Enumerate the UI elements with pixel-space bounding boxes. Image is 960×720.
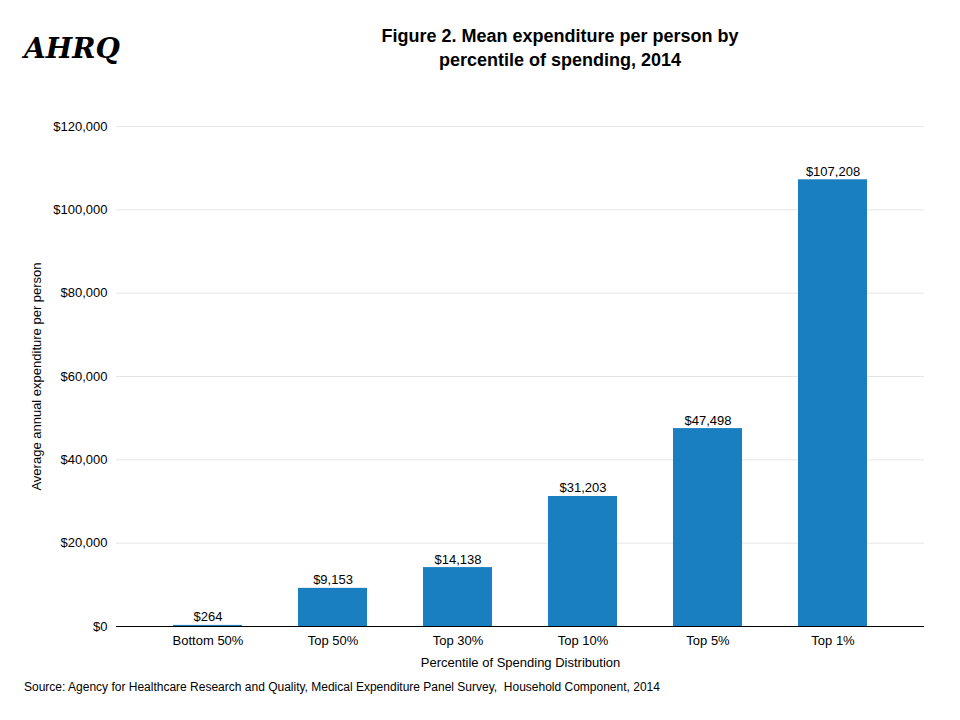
svg-text:$107,208: $107,208 bbox=[806, 164, 860, 179]
html-text:Source: Agency for Healthcare: Source: Agency for Healthcare Research a… bbox=[24, 680, 660, 694]
svg-text:$100,000: $100,000 bbox=[53, 202, 107, 217]
svg-text:$9,153: $9,153 bbox=[313, 572, 353, 587]
svg-text:Average annual expenditure per: Average annual expenditure per person bbox=[29, 262, 44, 490]
svg-text:Top 50%: Top 50% bbox=[308, 633, 359, 648]
svg-text:$60,000: $60,000 bbox=[61, 369, 108, 384]
svg-text:Percentile of Spending Distrib: Percentile of Spending Distribution bbox=[421, 655, 620, 670]
svg-text:$0: $0 bbox=[93, 619, 107, 634]
svg-text:Top 10%: Top 10% bbox=[558, 633, 609, 648]
html-text:Figure 2. Mean expenditure per: Figure 2. Mean expenditure per person by… bbox=[381, 25, 739, 70]
svg-text:Top 30%: Top 30% bbox=[433, 633, 484, 648]
svg-text:$40,000: $40,000 bbox=[61, 452, 108, 467]
svg-text:Top 5%: Top 5% bbox=[686, 633, 730, 648]
svg-text:$31,203: $31,203 bbox=[560, 480, 607, 495]
svg-text:$264: $264 bbox=[194, 609, 223, 624]
svg-text:$47,498: $47,498 bbox=[685, 413, 732, 428]
svg-text:$20,000: $20,000 bbox=[61, 535, 108, 550]
svg-text:$80,000: $80,000 bbox=[61, 285, 108, 300]
svg-text:Bottom 50%: Bottom 50% bbox=[173, 633, 244, 648]
html-text:AHRQ: AHRQ bbox=[24, 31, 120, 65]
svg-text:$14,138: $14,138 bbox=[435, 552, 482, 567]
svg-text:Top 1%: Top 1% bbox=[811, 633, 855, 648]
svg-text:$120,000: $120,000 bbox=[53, 119, 107, 134]
